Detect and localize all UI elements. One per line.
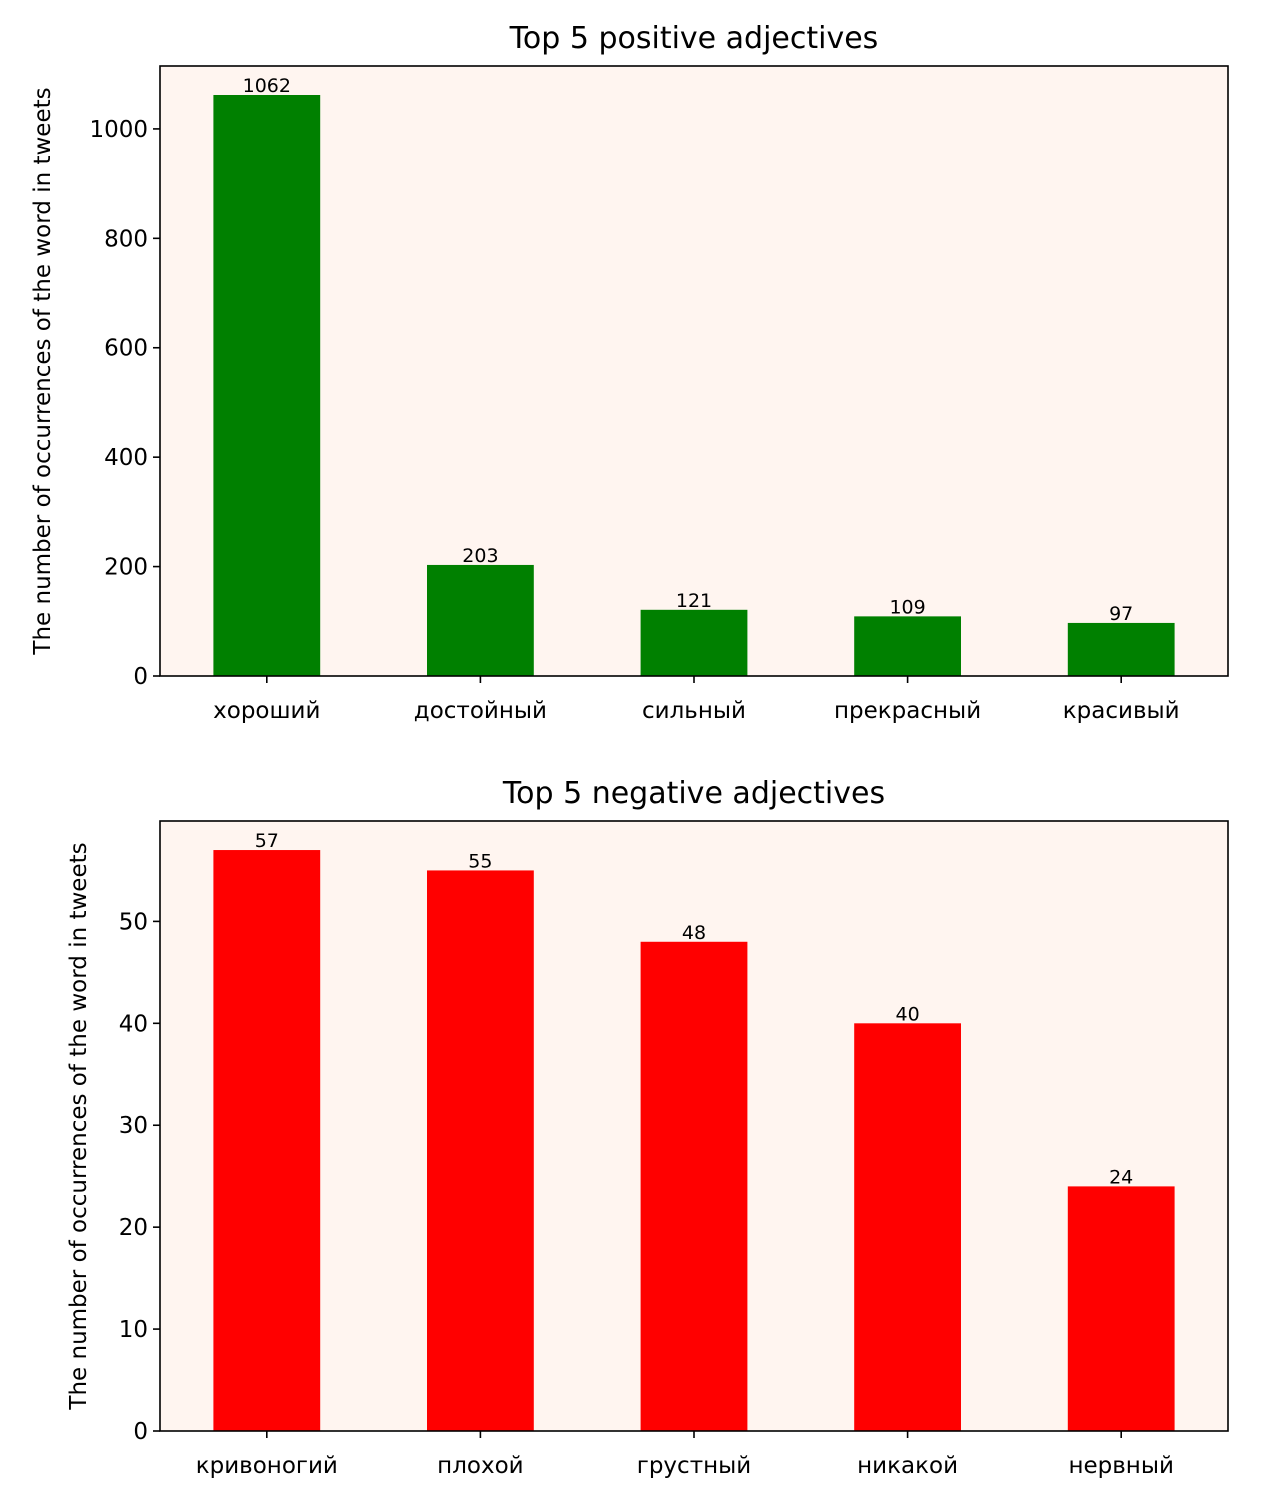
bar-positive-4 — [854, 616, 961, 676]
data-label-negative-1: 57 — [255, 830, 279, 852]
y-tick-label-negative-30: 30 — [119, 1113, 148, 1139]
y-axis-label-positive: The number of occurrences of the word in… — [30, 87, 56, 655]
y-tick-label-positive-400: 400 — [104, 445, 148, 471]
chart-title-positive: Top 5 positive adjectives — [509, 21, 879, 56]
x-tick-label-negative-1: кривоногий — [196, 1453, 338, 1479]
bar-negative-1 — [213, 850, 321, 1431]
y-tick-label-positive-200: 200 — [104, 555, 148, 581]
bar-negative-4 — [854, 1023, 961, 1431]
x-tick-label-negative-3: грустный — [637, 1453, 751, 1479]
x-tick-label-negative-5: нервный — [1068, 1453, 1174, 1479]
bar-negative-3 — [640, 941, 748, 1431]
y-ticks-negative: 0 10 20 30 40 50 — [119, 909, 160, 1445]
data-label-negative-5: 24 — [1109, 1166, 1133, 1188]
y-tick-label-negative-10: 10 — [119, 1317, 148, 1343]
data-labels-positive: 1062 203 121 109 97 — [243, 75, 1134, 625]
y-axis-label-negative: The number of occurrences of the word in… — [66, 842, 92, 1410]
bar-negative-5 — [1067, 1186, 1175, 1431]
y-tick-label-negative-0: 0 — [133, 1419, 148, 1445]
data-label-positive-3: 121 — [676, 590, 712, 612]
y-tick-label-negative-20: 20 — [119, 1215, 148, 1241]
axes-frame-positive — [159, 65, 1229, 677]
plot-area-positive — [160, 66, 1228, 676]
bars-negative — [213, 850, 1175, 1431]
x-ticks-negative: кривоногий плохой грустный никакой нервный — [196, 1431, 1174, 1479]
x-tick-label-negative-2: плохой — [437, 1453, 523, 1479]
chart-title-negative: Top 5 negative adjectives — [502, 776, 885, 811]
x-tick-label-positive-5: красивый — [1063, 698, 1180, 724]
bar-positive-2 — [427, 564, 534, 676]
bar-positive-5 — [1067, 622, 1175, 676]
bars-positive — [213, 94, 1175, 677]
bar-positive-3 — [640, 609, 748, 676]
chart-negative: Top 5 negative adjectives The number of … — [66, 776, 1229, 1479]
x-tick-label-negative-4: никакой — [857, 1453, 958, 1479]
data-label-positive-2: 203 — [462, 545, 498, 567]
bar-positive-1 — [213, 94, 321, 677]
y-tick-label-positive-800: 800 — [104, 226, 148, 252]
x-ticks-positive: хороший достойный сильный прекрасный красивы… — [213, 676, 1180, 724]
y-tick-label-negative-50: 50 — [119, 909, 148, 935]
data-label-negative-3: 48 — [682, 922, 706, 944]
y-tick-label-negative-40: 40 — [119, 1011, 148, 1037]
y-tick-label-positive-0: 0 — [133, 664, 148, 690]
x-tick-label-positive-1: хороший — [213, 698, 320, 724]
axes-frame-negative — [159, 820, 1229, 1432]
y-tick-label-positive-1000: 1000 — [89, 117, 148, 143]
x-tick-label-positive-4: прекрасный — [834, 698, 981, 724]
y-ticks-positive: 0 200 400 600 800 1000 — [89, 117, 160, 690]
data-label-positive-1: 1062 — [243, 75, 291, 97]
y-tick-label-positive-600: 600 — [104, 336, 148, 362]
x-tick-label-positive-3: сильный — [642, 698, 746, 724]
bar-negative-2 — [427, 870, 534, 1431]
chart-positive: Top 5 positive adjectives The number of … — [30, 21, 1229, 724]
x-tick-label-positive-2: достойный — [414, 698, 547, 724]
data-labels-negative: 57 55 48 40 24 — [255, 830, 1134, 1188]
data-label-positive-4: 109 — [889, 596, 925, 618]
data-label-positive-5: 97 — [1109, 603, 1133, 625]
data-label-negative-4: 40 — [896, 1003, 920, 1025]
data-label-negative-2: 55 — [468, 850, 492, 872]
